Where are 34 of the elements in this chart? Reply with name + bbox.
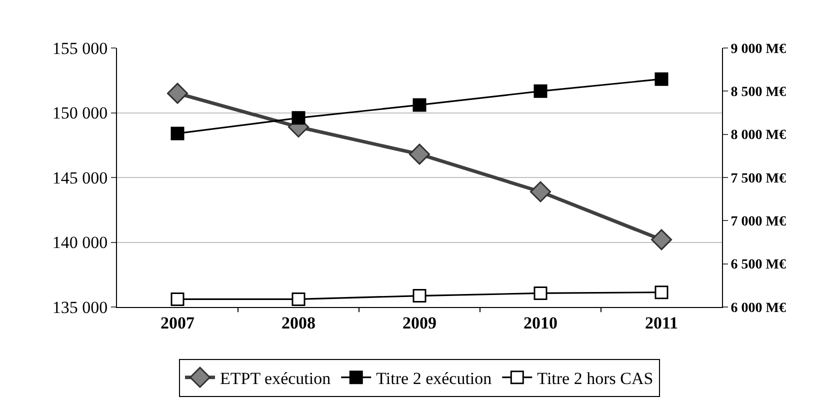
x-tick-label: 2008	[282, 313, 316, 332]
point	[409, 144, 430, 165]
y-tick-label: 145 000	[52, 168, 108, 188]
legend-label: ETPT exécution	[220, 368, 332, 388]
point	[292, 292, 306, 306]
point	[534, 286, 548, 300]
point	[170, 292, 184, 306]
point	[412, 98, 426, 112]
y2-tick-label: 9 000 M€	[730, 42, 786, 57]
y-tick-label: 135 000	[52, 298, 108, 317]
y2-tick-label: 7 500 M€	[730, 171, 786, 186]
point	[412, 289, 426, 303]
y2-tick-label: 7 000 M€	[730, 214, 786, 230]
x-tick-label: 2010	[524, 313, 558, 332]
legend-label: Titre 2 exécution	[376, 368, 492, 388]
y2-tick-label: 8 000 M€	[730, 128, 786, 144]
legend-label: Titre 2 hors CAS	[537, 368, 654, 388]
y-tick-label: 150 000	[52, 104, 108, 123]
x-tick-label: 2007	[160, 313, 195, 332]
y-tick-label: 140 000	[52, 233, 108, 252]
point	[170, 126, 184, 140]
y2-tick-label: 8 500 M€	[730, 85, 786, 100]
point	[534, 84, 548, 98]
point	[654, 286, 668, 300]
x-tick-label: 2011	[644, 313, 678, 332]
point	[651, 229, 672, 250]
point	[292, 111, 306, 125]
point	[654, 72, 668, 86]
x-tick-label: 2009	[402, 313, 436, 332]
point	[530, 181, 551, 202]
y-tick-label: 155 000	[52, 38, 108, 58]
point	[167, 82, 188, 104]
y2-tick-label: 6 500 M€	[730, 258, 786, 273]
y2-tick-label: 6 000 M€	[730, 300, 786, 316]
